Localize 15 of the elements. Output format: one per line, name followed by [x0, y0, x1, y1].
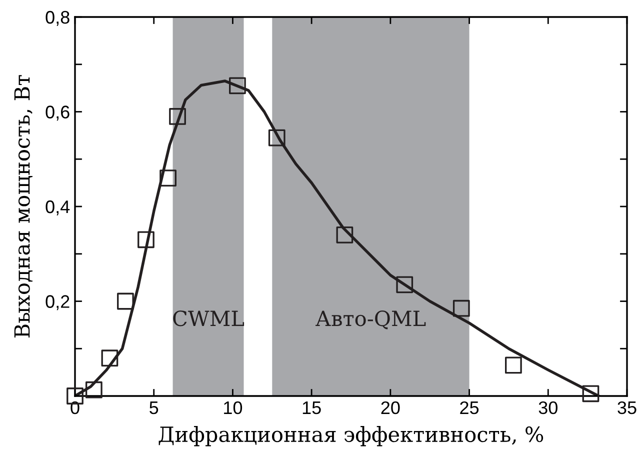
y-tick-label: 0,6 — [46, 106, 70, 121]
y-axis-title: Выходная мощность, Вт — [14, 75, 32, 338]
band-label: CWML — [173, 310, 244, 326]
y-tick-label: 0,2 — [46, 295, 70, 310]
x-tick-label: 20 — [381, 401, 400, 414]
x-tick-label: 30 — [538, 401, 558, 414]
x-tick-label: 10 — [224, 401, 242, 414]
y-tick-label: 0,4 — [46, 200, 70, 216]
x-tick-label: 15 — [302, 402, 321, 414]
band-label: Авто-QML — [316, 310, 426, 330]
x-tick-label: 35 — [618, 401, 636, 414]
y-tick-label: 0,8 — [46, 10, 70, 26]
x-tick-label: 5 — [150, 402, 158, 414]
x-axis-title: Дифракционная эффективность, % — [158, 426, 544, 446]
x-tick-label: 25 — [460, 401, 479, 414]
